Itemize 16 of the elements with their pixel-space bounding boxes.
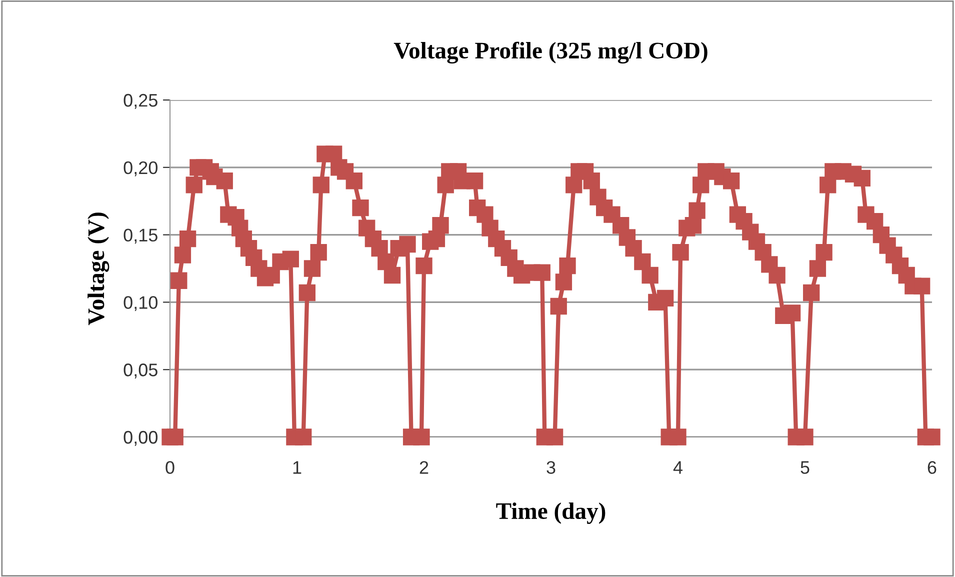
y-tick-label: 0,00 [124, 430, 158, 446]
x-tick-label: 3 [546, 461, 556, 474]
x-axis-title: Time (day) [496, 502, 606, 524]
x-tick-label: 4 [673, 461, 682, 474]
x-tick-label: 1 [293, 461, 302, 474]
y-tick-label: 0,15 [124, 228, 158, 244]
y-tick-label: 0,05 [124, 364, 158, 378]
x-tick-label: 0 [166, 461, 174, 474]
chart-title: Voltage Profile (325 mg/l COD) [394, 42, 708, 64]
x-tick-label: 6 [928, 461, 936, 474]
y-tick-label: 0,25 [124, 94, 158, 109]
y-tick-label: 0,10 [124, 296, 158, 312]
y-tick-label: 0,20 [124, 161, 158, 176]
y-axis-title: Voltage (V) [88, 212, 110, 326]
x-tick-label: 5 [800, 461, 810, 474]
x-tick-label: 2 [420, 461, 428, 474]
